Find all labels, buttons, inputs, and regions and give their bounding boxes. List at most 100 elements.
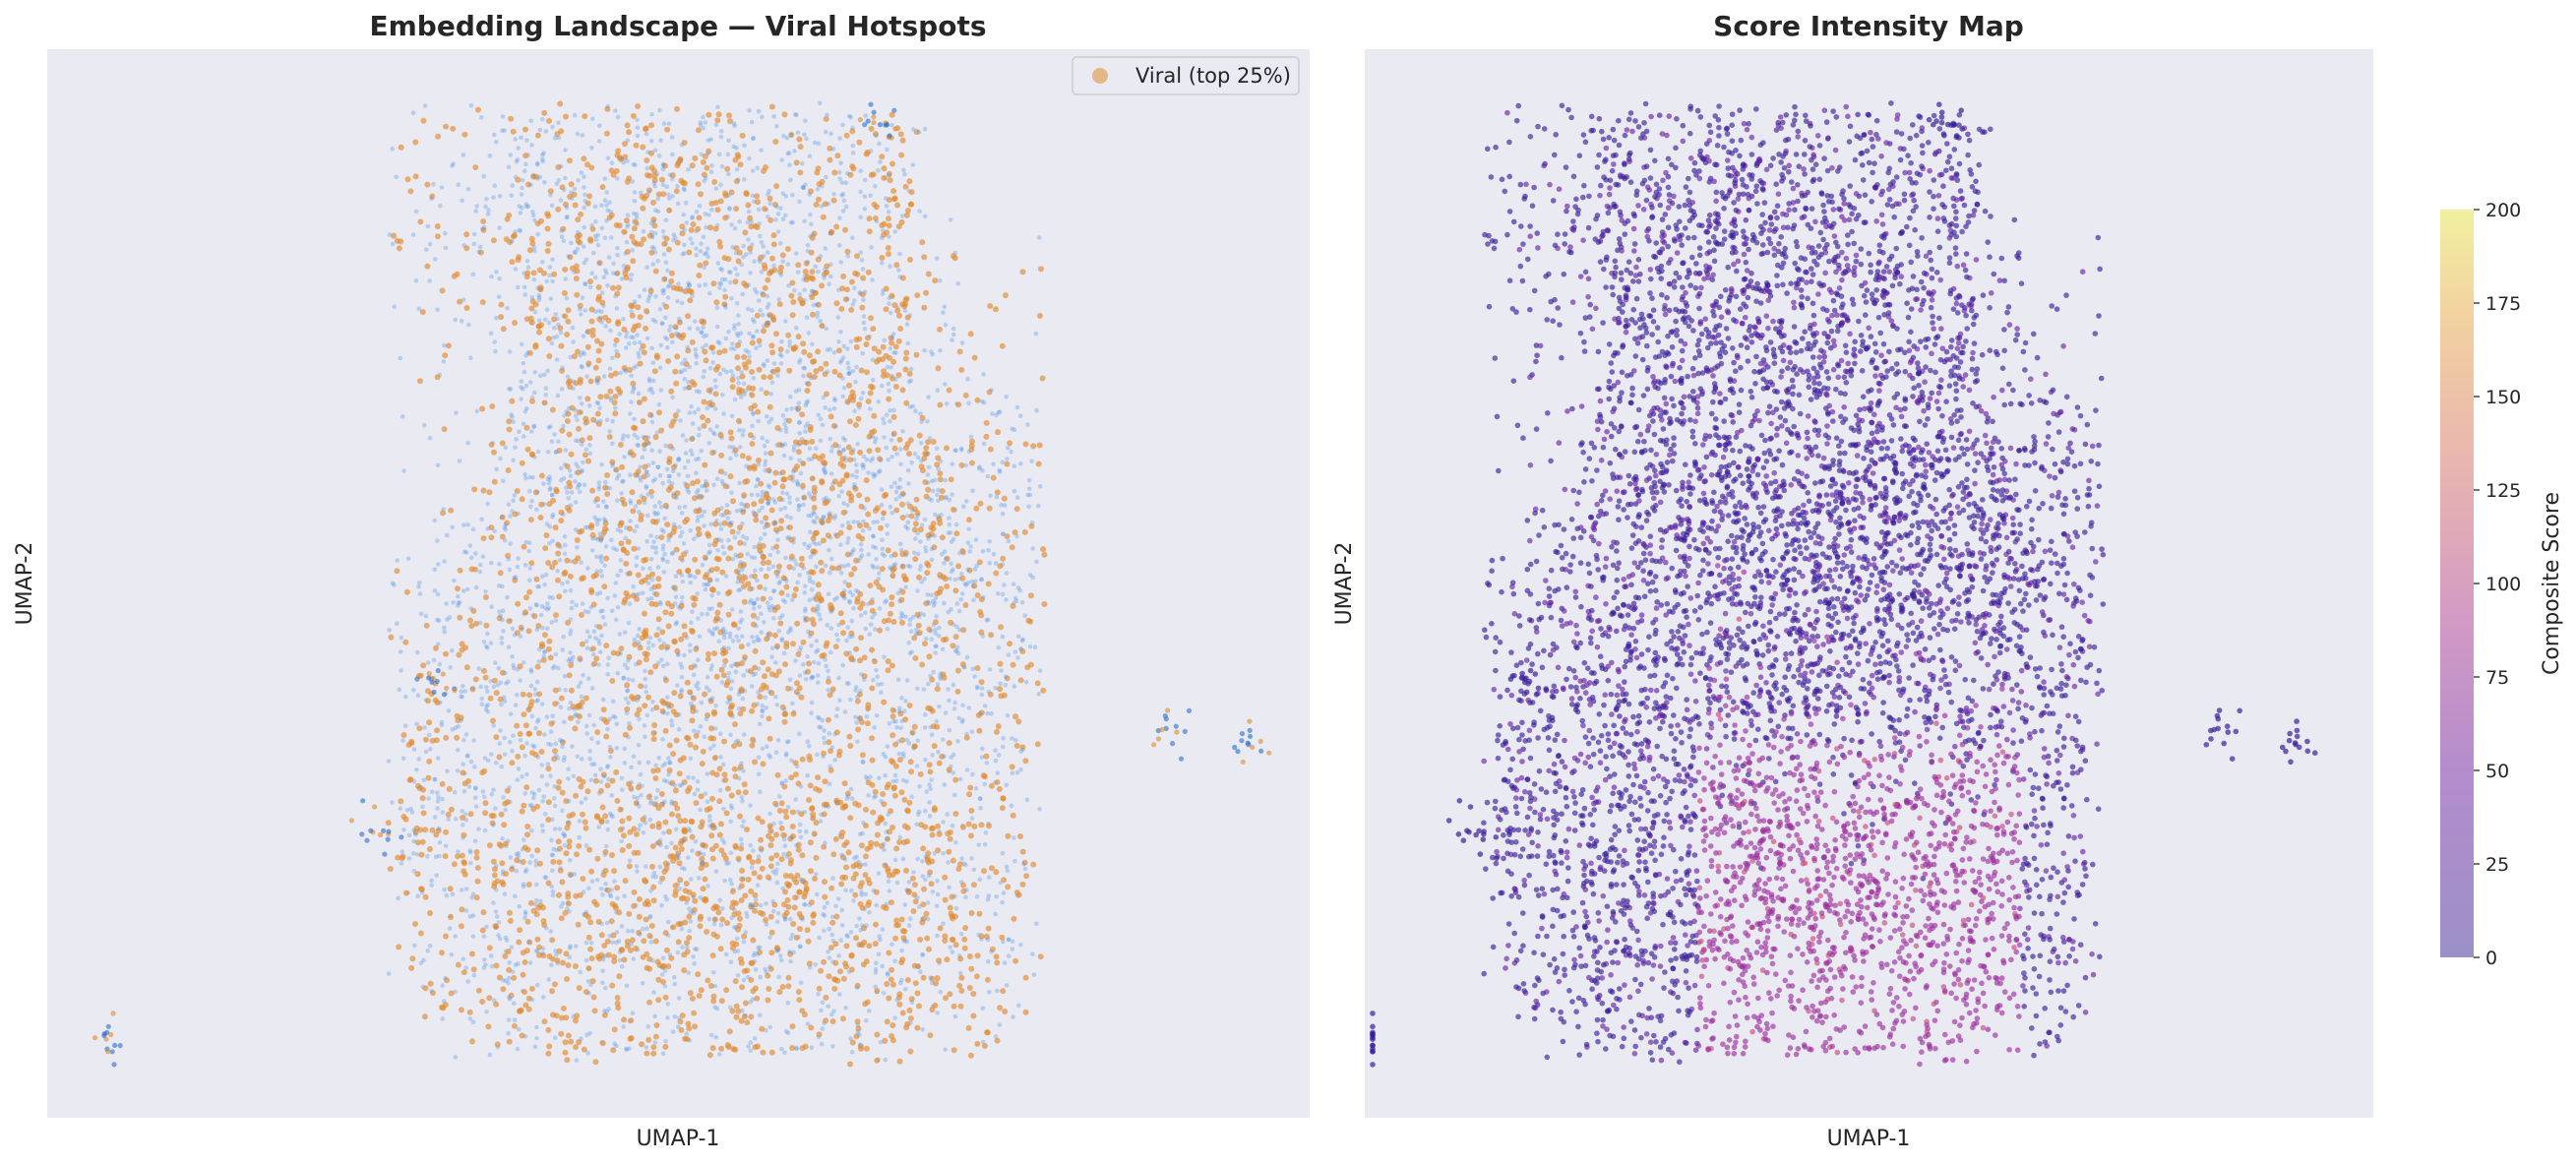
base-point [875,565,881,571]
base-point [530,213,536,218]
base-point [527,960,533,965]
viral-point [1009,764,1015,770]
base-point [691,728,697,734]
viral-point [749,441,756,447]
base-point [550,892,556,898]
base-point [922,127,928,132]
viral-point [967,331,974,337]
viral-point [903,295,910,302]
viral-point [951,506,956,513]
viral-point [587,278,593,284]
base-point [795,270,801,275]
base-point [697,426,702,432]
base-point [501,629,506,634]
base-point [915,631,920,637]
viral-point [913,351,920,358]
viral-point [617,827,624,833]
viral-point [653,1022,660,1028]
base-point [677,505,682,510]
viral-point [827,692,833,699]
base-point [468,355,473,361]
base-point [751,672,756,677]
viral-point [641,938,647,945]
base-point [401,468,406,473]
viral-point [1002,1009,1009,1014]
viral-point [555,550,562,557]
base-point [453,817,459,822]
base-point [905,526,910,531]
viral-point [771,901,778,908]
base-point [585,566,590,571]
base-point [1012,835,1016,840]
base-point [758,902,764,908]
base-point [755,165,760,170]
base-point [540,798,545,804]
base-point [922,347,927,353]
base-point [854,364,859,370]
base-point [838,570,844,576]
base-point [604,920,610,926]
base-point [714,476,720,482]
base-point [619,838,624,844]
base-point [422,423,427,428]
viral-point [801,893,808,900]
base-point [701,234,706,240]
viral-point [776,808,783,814]
base-point [651,378,656,384]
base-point [674,331,679,337]
base-point [893,489,899,495]
base-point [898,615,903,621]
viral-point [524,824,531,829]
base-point [1026,504,1031,509]
viral-point [1017,677,1024,684]
viral-point [556,859,563,866]
base-point [577,834,582,840]
viral-point [1024,664,1031,671]
base-point [701,374,705,380]
viral-point [448,914,454,921]
base-point [718,526,724,531]
viral-point [602,849,609,855]
base-point [427,278,432,283]
viral-point [526,349,533,356]
base-point [540,156,545,162]
base-point [690,452,695,458]
base-point [740,696,746,702]
base-point [1033,331,1039,337]
base-point [831,350,837,355]
viral-point [839,285,846,292]
viral-point [966,791,973,798]
base-point [667,328,672,334]
viral-point [759,1025,766,1032]
viral-point [684,734,691,741]
viral-point [710,280,717,287]
viral-point [881,699,888,705]
viral-point [907,1015,914,1021]
viral-point [651,722,658,728]
base-point [785,592,790,598]
viral-point [443,123,450,130]
base-point [824,326,828,332]
base-point [1001,736,1006,741]
viral-point [498,301,505,308]
viral-point [887,177,893,184]
viral-point [648,488,655,495]
viral-point [736,249,743,256]
viral-point [395,854,401,861]
viral-point [887,610,893,617]
viral-point [412,139,419,146]
viral-point [534,803,541,810]
base-point [704,342,708,348]
base-point [790,192,795,198]
base-point [1034,407,1039,413]
base-point [844,638,849,644]
viral-point [473,854,480,861]
base-point [794,562,799,567]
base-point [770,616,776,621]
viral-point [904,825,911,831]
viral-point [865,876,872,883]
base-point [712,726,718,731]
base-point [652,1013,657,1019]
base-point [647,801,653,806]
viral-point [456,651,462,658]
